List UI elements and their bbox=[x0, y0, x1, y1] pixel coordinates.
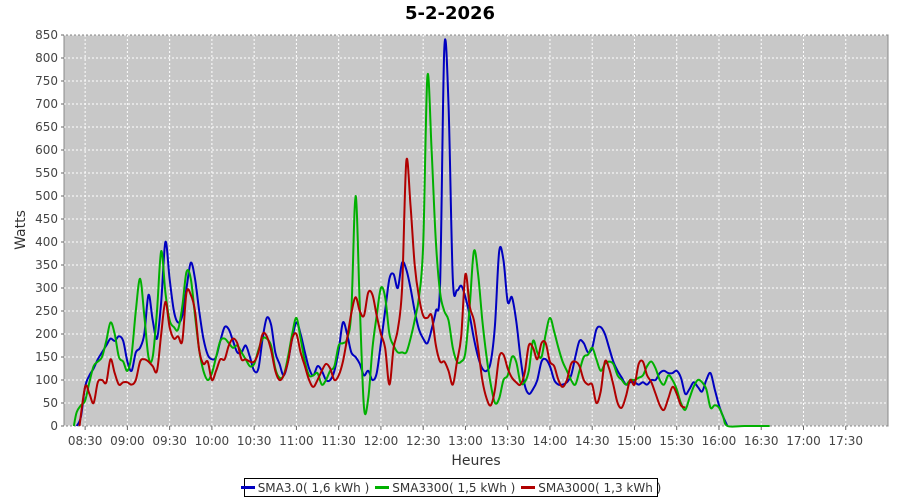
y-axis-ticks: 0 50 100 150 200 250 300 350 400 450 500 550 600 650 7… bbox=[35, 28, 64, 433]
legend-item-1: SMA3.0( 1,6 kWh ) bbox=[240, 480, 370, 495]
y-tick-label: 50 bbox=[43, 396, 58, 410]
x-tick-label: 10:30 bbox=[237, 434, 272, 448]
x-tick-label: 17:30 bbox=[828, 434, 863, 448]
y-tick-label: 350 bbox=[35, 258, 58, 272]
y-tick-label: 550 bbox=[35, 166, 58, 180]
series-line-3 bbox=[78, 157, 686, 427]
series-line-2 bbox=[72, 72, 770, 428]
legend-label: SMA3.0( 1,6 kWh ) bbox=[257, 480, 370, 495]
x-tick-label: 11:00 bbox=[279, 434, 314, 448]
x-axis-ticks: 08:30 09:00 09:30 10:00 10:30 11:00 11:30 12:00… bbox=[68, 426, 863, 448]
x-tick-label: 16:30 bbox=[744, 434, 779, 448]
x-tick-label: 15:00 bbox=[617, 434, 652, 448]
y-tick-label: 500 bbox=[35, 189, 58, 203]
y-tick-label: 700 bbox=[35, 97, 58, 111]
y-tick-label: 300 bbox=[35, 281, 58, 295]
x-tick-label: 12:00 bbox=[364, 434, 399, 448]
series-lines bbox=[72, 38, 770, 428]
y-tick-label: 650 bbox=[35, 120, 58, 134]
y-axis-label: Watts bbox=[13, 210, 29, 250]
x-tick-label: 16:00 bbox=[702, 434, 737, 448]
y-tick-label: 750 bbox=[35, 74, 58, 88]
y-tick-label: 150 bbox=[35, 350, 58, 364]
y-tick-label: 100 bbox=[35, 373, 58, 387]
line-chart: 0 50 100 150 200 250 300 350 400 450 500 550 600 650 7… bbox=[13, 28, 889, 469]
y-tick-label: 800 bbox=[35, 51, 58, 65]
legend-item-3: SMA3000( 1,3 kWh ) bbox=[521, 481, 661, 495]
y-tick-label: 850 bbox=[35, 28, 58, 42]
series-line-1 bbox=[75, 38, 729, 427]
legend-swatch bbox=[375, 486, 390, 489]
x-tick-label: 09:30 bbox=[152, 434, 187, 448]
y-tick-label: 600 bbox=[35, 143, 58, 157]
plot-background bbox=[63, 34, 889, 427]
x-tick-label: 08:30 bbox=[68, 434, 103, 448]
y-tick-label: 200 bbox=[35, 327, 58, 341]
x-tick-label: 17:00 bbox=[786, 434, 821, 448]
legend-swatch bbox=[240, 486, 255, 489]
y-tick-label: 0 bbox=[50, 419, 58, 433]
x-tick-label: 10:00 bbox=[195, 434, 230, 448]
x-tick-label: 09:00 bbox=[110, 434, 145, 448]
grid-lines bbox=[64, 34, 888, 427]
legend-item-2: SMA3300( 1,5 kWh ) bbox=[375, 481, 515, 495]
y-tick-label: 400 bbox=[35, 235, 58, 249]
legend: SMA3.0( 1,6 kWh ) SMA3300( 1,5 kWh ) SMA30… bbox=[240, 478, 661, 497]
x-tick-label: 14:00 bbox=[533, 434, 568, 448]
chart-title: 5-2-2026 bbox=[404, 3, 496, 24]
x-axis-label: Heures bbox=[451, 453, 500, 469]
legend-label: SMA3300( 1,5 kWh ) bbox=[392, 480, 516, 495]
legend-swatch bbox=[521, 486, 536, 489]
y-tick-label: 250 bbox=[35, 304, 58, 318]
x-tick-label: 12:30 bbox=[406, 434, 441, 448]
y-tick-label: 450 bbox=[35, 212, 58, 226]
x-tick-label: 14:30 bbox=[575, 434, 610, 448]
x-tick-label: 15:30 bbox=[659, 434, 694, 448]
x-tick-label: 13:30 bbox=[490, 434, 525, 448]
x-tick-label: 11:30 bbox=[321, 434, 356, 448]
x-tick-label: 13:00 bbox=[448, 434, 483, 448]
legend-label: SMA3000( 1,3 kWh ) bbox=[538, 480, 662, 495]
